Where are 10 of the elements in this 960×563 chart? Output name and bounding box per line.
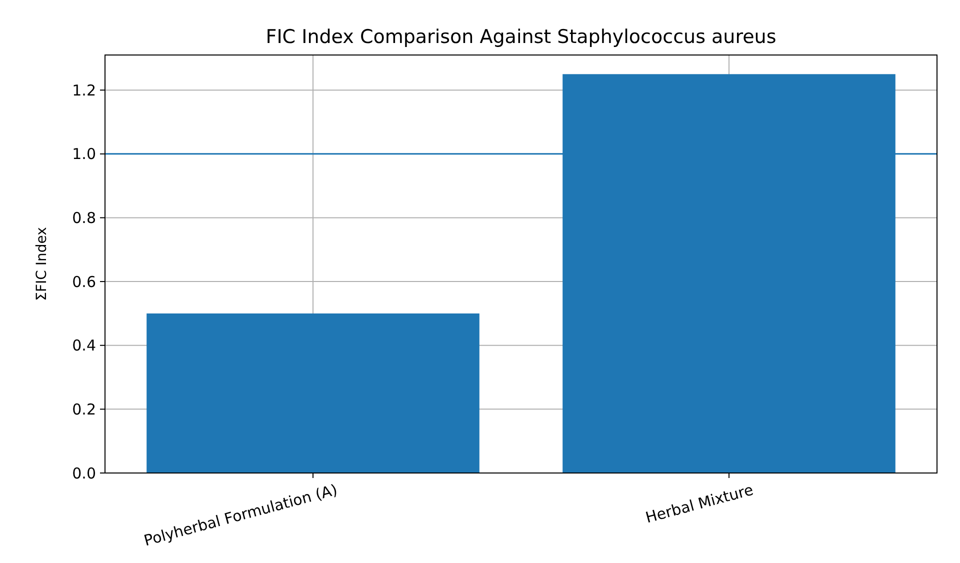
- y-tick-label: 0.4: [72, 336, 96, 355]
- y-tick-label: 0.8: [72, 208, 96, 227]
- y-tick-label: 1.0: [72, 145, 96, 164]
- x-tick-label: Herbal Mixture: [644, 480, 756, 527]
- y-tick-label: 0.6: [72, 272, 96, 291]
- y-axis-title: ΣFIC Index: [34, 227, 50, 301]
- y-tick-label: 0.2: [72, 400, 96, 418]
- y-tick-label: 1.2: [72, 81, 96, 100]
- chart-title: FIC Index Comparison Against Staphylococcus aureus: [266, 26, 776, 48]
- y-tick-label: 0.0: [72, 464, 96, 482]
